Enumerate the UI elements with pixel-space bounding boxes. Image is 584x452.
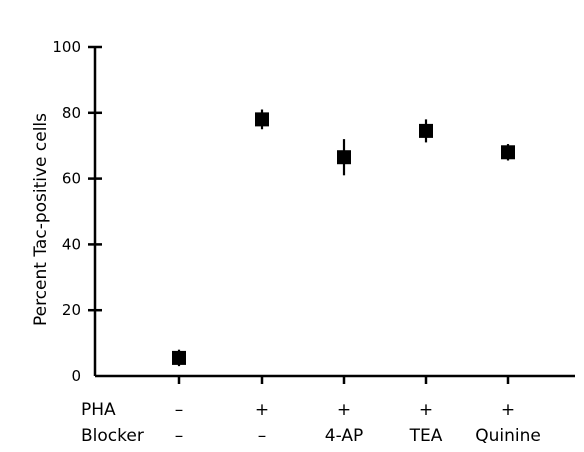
y-tick-label: 0 <box>71 367 81 385</box>
y-tick-label: 40 <box>62 235 81 253</box>
data-point <box>255 112 269 127</box>
data-point <box>501 145 515 160</box>
blocker-cell: 4-AP <box>325 426 363 446</box>
y-axis-label: Percent Tac-positive cells <box>31 113 51 326</box>
data-points <box>172 109 515 367</box>
data-point <box>337 150 351 165</box>
y-tick-label: 80 <box>62 104 81 122</box>
axes <box>93 47 575 378</box>
pha-cell: + <box>255 400 269 420</box>
data-point <box>172 350 186 365</box>
y-tick-label: 60 <box>62 170 81 188</box>
blocker-cell: – <box>175 426 184 446</box>
pha-cell: – <box>175 400 184 420</box>
y-tick-label: 20 <box>62 301 81 319</box>
row-label-pha: PHA <box>81 400 116 420</box>
y-ticks: 0 20 40 60 80 100 <box>52 38 102 385</box>
pha-cell: + <box>419 400 433 420</box>
pha-cell: + <box>337 400 351 420</box>
blocker-cell: Quinine <box>475 426 541 446</box>
condition-table: PHA Blocker – – + – +4-AP + TEA + Quinine <box>81 400 541 446</box>
blocker-cell: TEA <box>409 426 443 446</box>
row-label-blocker: Blocker <box>81 426 144 446</box>
y-tick-label: 100 <box>52 38 81 56</box>
blocker-cell: – <box>258 426 267 446</box>
x-ticks <box>177 376 510 384</box>
data-point <box>419 123 433 138</box>
pha-cell: + <box>501 400 515 420</box>
